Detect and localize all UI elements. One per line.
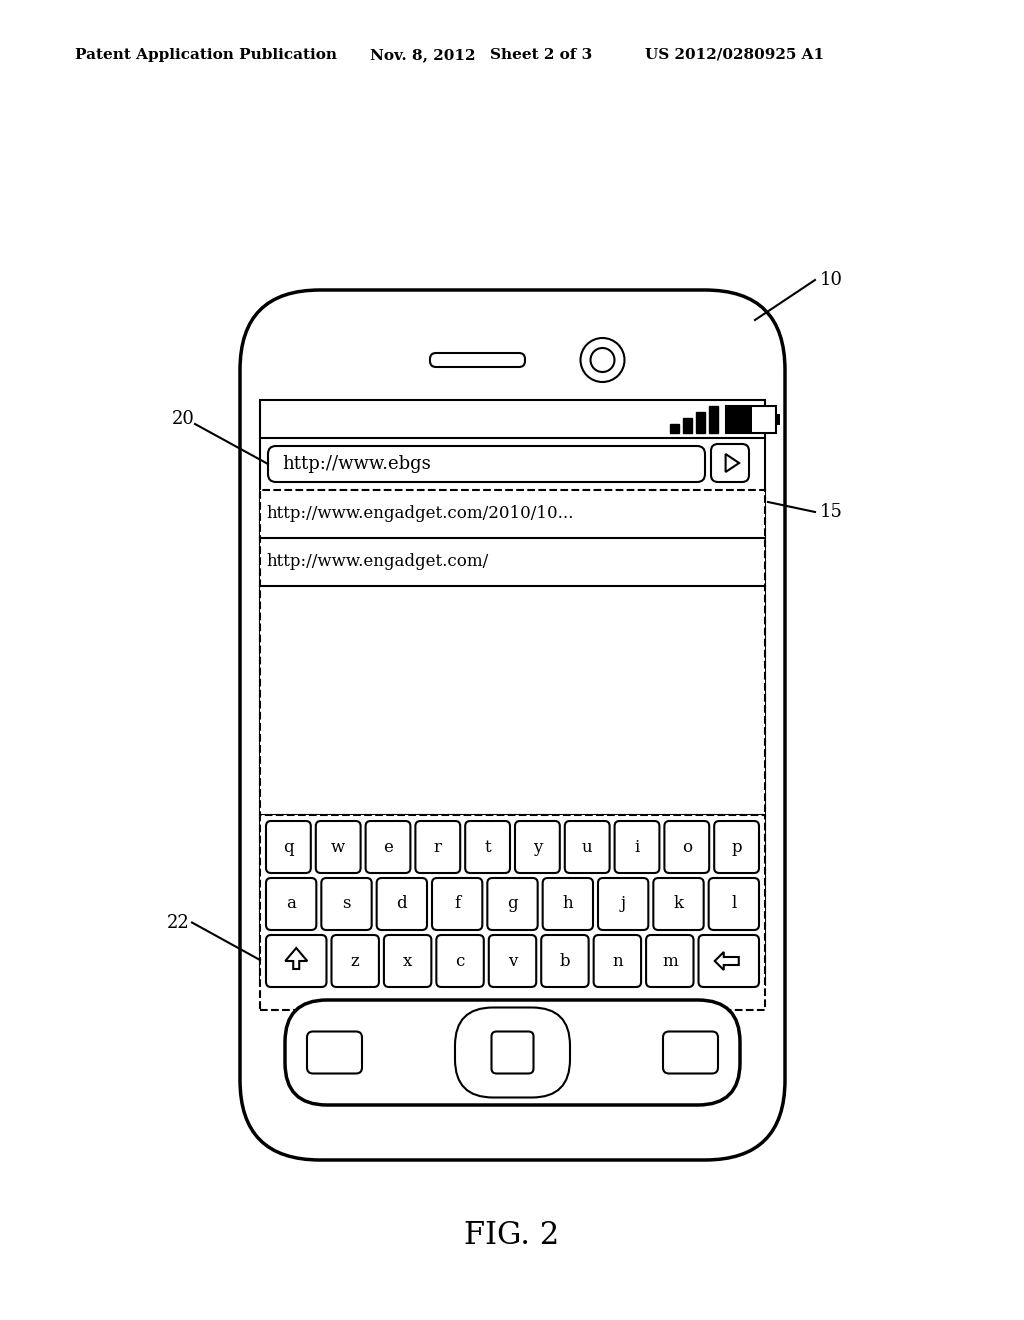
Bar [726, 407, 776, 433]
Text: g: g [507, 895, 518, 912]
Text: j: j [621, 895, 626, 912]
FancyBboxPatch shape [455, 1007, 570, 1097]
FancyBboxPatch shape [594, 935, 641, 987]
Text: http://www.engadget.com/2010/10...: http://www.engadget.com/2010/10... [266, 506, 573, 523]
Text: a: a [287, 895, 296, 912]
FancyBboxPatch shape [432, 878, 482, 931]
FancyBboxPatch shape [663, 1031, 718, 1073]
FancyBboxPatch shape [266, 821, 311, 873]
Text: 22: 22 [167, 913, 190, 932]
FancyBboxPatch shape [542, 935, 589, 987]
Text: l: l [731, 895, 736, 912]
Text: s: s [342, 895, 351, 912]
Text: x: x [402, 953, 413, 969]
FancyBboxPatch shape [646, 935, 693, 987]
Text: http://www.engadget.com/: http://www.engadget.com/ [266, 553, 488, 570]
FancyBboxPatch shape [322, 878, 372, 931]
Text: k: k [674, 895, 683, 912]
FancyBboxPatch shape [487, 878, 538, 931]
FancyBboxPatch shape [653, 878, 703, 931]
FancyBboxPatch shape [515, 821, 560, 873]
FancyBboxPatch shape [465, 821, 510, 873]
Text: i: i [635, 838, 640, 855]
FancyBboxPatch shape [315, 821, 360, 873]
Bar [696, 412, 705, 433]
FancyBboxPatch shape [430, 352, 525, 367]
Text: d: d [396, 895, 408, 912]
Text: o: o [682, 838, 692, 855]
FancyBboxPatch shape [598, 878, 648, 931]
Text: Sheet 2 of 3: Sheet 2 of 3 [490, 48, 592, 62]
Text: f: f [454, 895, 460, 912]
Text: z: z [351, 953, 359, 969]
Text: http://www.ebgs: http://www.ebgs [282, 455, 431, 473]
Text: n: n [612, 953, 623, 969]
FancyBboxPatch shape [307, 1031, 362, 1073]
FancyBboxPatch shape [488, 935, 537, 987]
FancyBboxPatch shape [416, 821, 460, 873]
FancyBboxPatch shape [698, 935, 759, 987]
Text: q: q [283, 838, 294, 855]
FancyBboxPatch shape [332, 935, 379, 987]
FancyBboxPatch shape [285, 1001, 740, 1105]
FancyBboxPatch shape [377, 878, 427, 931]
Bar [683, 418, 692, 433]
FancyBboxPatch shape [665, 821, 710, 873]
Text: Nov. 8, 2012: Nov. 8, 2012 [370, 48, 475, 62]
Bar [670, 424, 679, 433]
FancyBboxPatch shape [492, 1031, 534, 1073]
FancyBboxPatch shape [384, 935, 431, 987]
FancyBboxPatch shape [543, 878, 593, 931]
FancyBboxPatch shape [614, 821, 659, 873]
Bar [726, 407, 752, 433]
FancyBboxPatch shape [436, 935, 483, 987]
Text: US 2012/0280925 A1: US 2012/0280925 A1 [645, 48, 824, 62]
Text: y: y [532, 838, 542, 855]
Text: p: p [731, 838, 742, 855]
Text: h: h [562, 895, 573, 912]
Text: 10: 10 [820, 271, 843, 289]
FancyBboxPatch shape [711, 444, 749, 482]
Text: Patent Application Publication: Patent Application Publication [75, 48, 337, 62]
Text: r: r [434, 838, 441, 855]
Text: b: b [560, 953, 570, 969]
FancyBboxPatch shape [266, 878, 316, 931]
FancyBboxPatch shape [714, 821, 759, 873]
Text: 20: 20 [172, 411, 195, 428]
Bar [776, 413, 780, 425]
Text: u: u [582, 838, 593, 855]
FancyBboxPatch shape [565, 821, 609, 873]
FancyBboxPatch shape [366, 821, 411, 873]
Text: e: e [383, 838, 393, 855]
Bar [260, 814, 765, 1010]
FancyBboxPatch shape [268, 446, 705, 482]
Bar [260, 400, 765, 985]
Text: v: v [508, 953, 517, 969]
FancyBboxPatch shape [709, 878, 759, 931]
Text: c: c [456, 953, 465, 969]
Bar [709, 407, 718, 433]
Text: m: m [662, 953, 678, 969]
Text: 15: 15 [820, 503, 843, 521]
Text: t: t [484, 838, 490, 855]
Text: FIG. 2: FIG. 2 [464, 1220, 560, 1250]
Text: w: w [331, 838, 345, 855]
Bar [260, 490, 765, 814]
FancyBboxPatch shape [240, 290, 785, 1160]
FancyBboxPatch shape [266, 935, 327, 987]
